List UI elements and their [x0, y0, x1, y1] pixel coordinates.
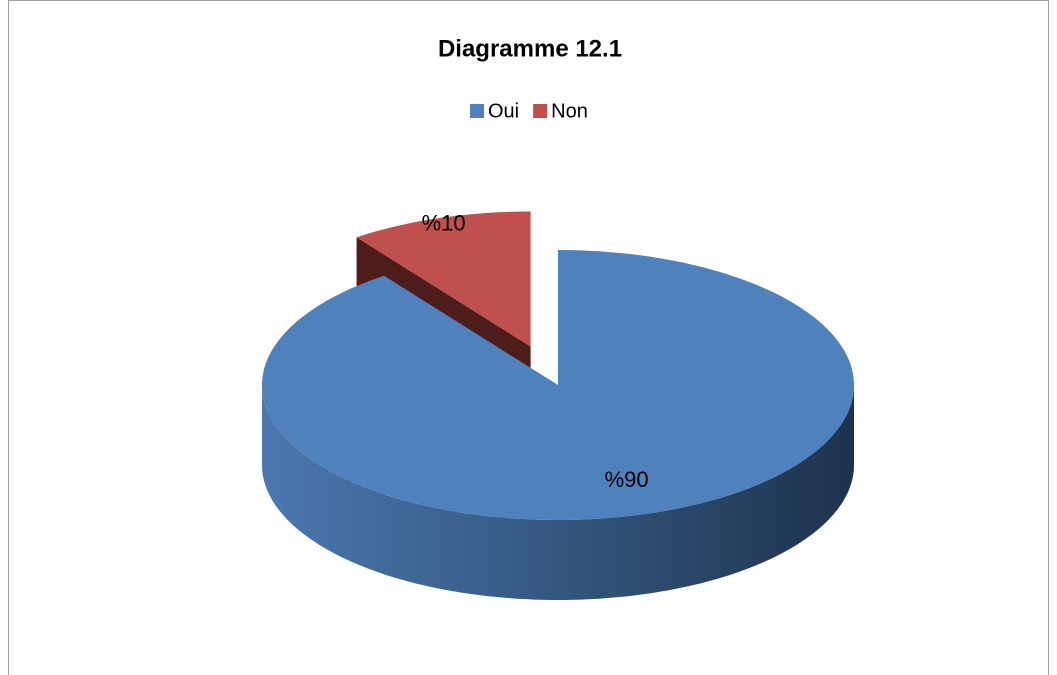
- legend-label: Oui: [488, 100, 519, 122]
- chart-border: [8, 0, 1049, 675]
- legend-label: Non: [551, 100, 588, 122]
- slice-side: [262, 385, 854, 600]
- legend-swatch: [470, 104, 484, 118]
- legend-swatch: [533, 104, 548, 118]
- chart-title: Diagramme 12.1: [438, 35, 622, 62]
- data-label: %90: [605, 467, 649, 492]
- slice: [356, 211, 531, 347]
- data-label: %10: [422, 210, 466, 235]
- slice: [262, 250, 854, 520]
